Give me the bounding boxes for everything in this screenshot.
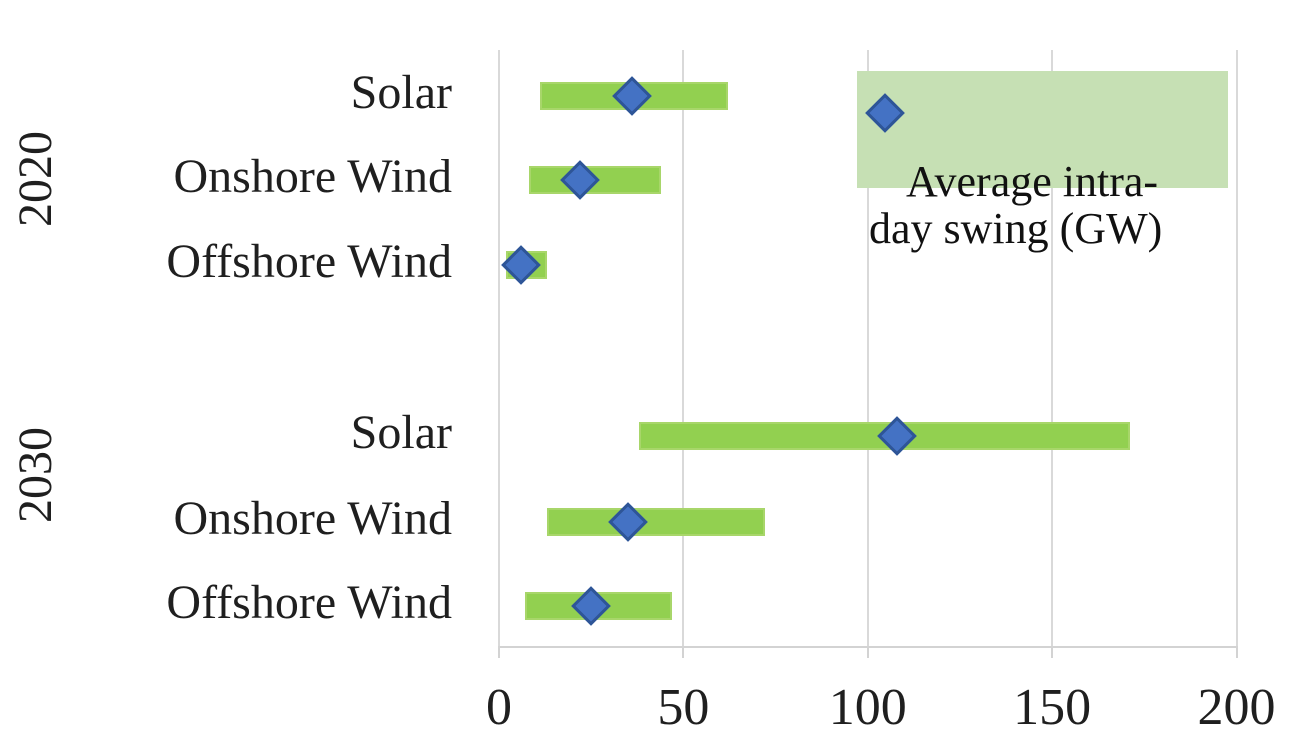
category-label: Onshore Wind: [173, 150, 452, 203]
category-label: Offshore Wind: [166, 235, 452, 288]
legend-label-line2: day swing (GW): [869, 204, 1163, 253]
x-tick-label: 200: [1197, 679, 1276, 736]
average-swing-marker-icon: [865, 93, 905, 133]
axis-tick-100: [866, 648, 869, 658]
x-tick-label: 50: [657, 679, 710, 736]
category-label: Solar: [350, 406, 452, 459]
range-bar: [546, 508, 765, 536]
axis-tick-50: [682, 648, 685, 658]
x-tick-label: 100: [828, 679, 907, 736]
x-tick-label: 0: [486, 679, 512, 736]
x-axis-line: [498, 646, 1238, 648]
gridline-50: [682, 50, 685, 648]
axis-tick-150: [1051, 648, 1054, 658]
axis-tick-200: [1235, 648, 1238, 658]
x-tick-label: 150: [1013, 679, 1092, 736]
legend-label-line1: Average intra-: [906, 157, 1159, 206]
legend: Average intra- day swing (GW): [857, 71, 1228, 253]
axis-tick-0: [498, 648, 500, 658]
category-label: Offshore Wind: [166, 576, 452, 629]
gridline-100: [866, 50, 869, 648]
category-label: Solar: [350, 65, 452, 119]
gridline-150: [1051, 50, 1054, 648]
category-label: Onshore Wind: [173, 492, 452, 545]
gridline-0: [498, 50, 500, 648]
gridline-200: [1235, 50, 1238, 648]
